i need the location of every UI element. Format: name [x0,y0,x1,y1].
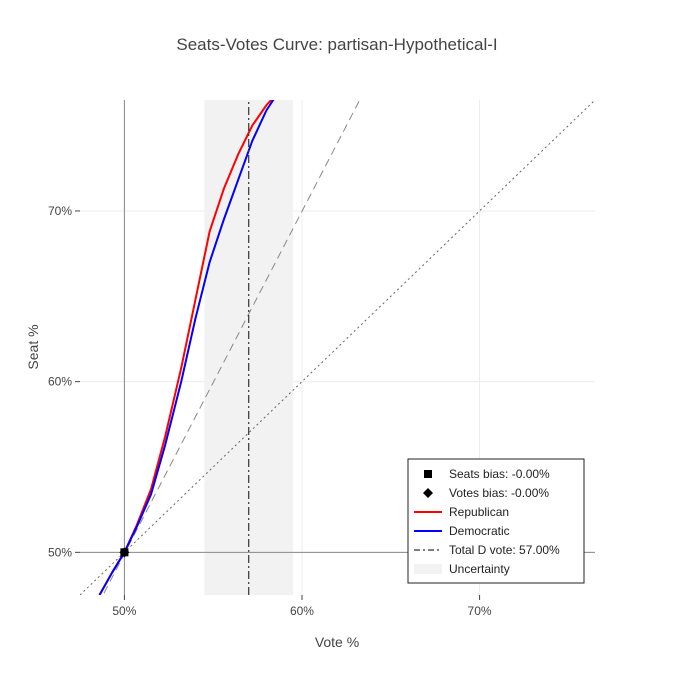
democratic-curve [98,100,275,595]
legend-label: Democratic [449,524,510,538]
y-tick-label: 50% [48,545,72,559]
tick-layer: 50% 60% 70% 50% 60% 70% [48,204,492,618]
x-axis-title: Vote % [315,634,359,650]
votes-bias-marker [119,547,130,558]
chart-title: Seats-Votes Curve: partisan-Hypothetical… [176,35,497,54]
x-tick-label: 50% [112,604,136,618]
legend-label: Total D vote: 57.00% [449,543,560,557]
legend-label: Seats bias: -0.00% [449,467,550,481]
responsiveness-reference-line [102,100,361,595]
legend-label: Votes bias: -0.00% [449,486,549,500]
marker-layer [119,547,130,558]
legend-band-symbol [414,564,442,574]
legend-box [407,458,585,584]
series-layer [98,100,275,595]
proportionality-reference-line [80,100,595,595]
legend: Seats bias: -0.00% Votes bias: -0.00% Repu… [407,458,585,584]
x-tick-label: 60% [290,604,314,618]
y-tick-label: 60% [48,375,72,389]
legend-square-symbol [424,470,432,478]
y-tick-label: 70% [48,204,72,218]
legend-diamond-symbol [423,488,433,498]
y-axis-title: Seat % [25,324,41,369]
x-tick-label: 70% [468,604,492,618]
legend-label: Republican [449,505,509,519]
legend-label: Uncertainty [449,562,510,576]
